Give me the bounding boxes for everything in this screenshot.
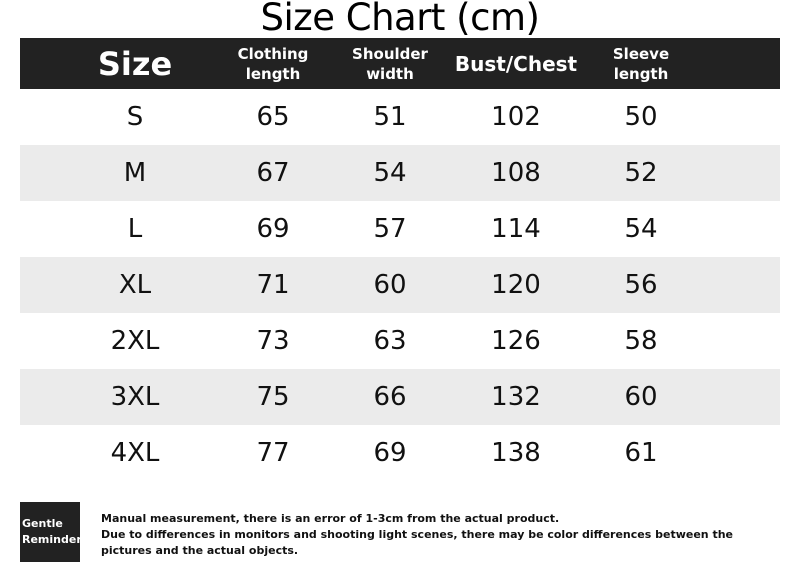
cell-bust-chest: 138 [491, 438, 541, 468]
cell-bust-chest: 126 [491, 326, 541, 356]
cell-shoulder-width: 51 [373, 102, 407, 132]
cell-shoulder-width: 63 [373, 326, 407, 356]
gentle-reminder-label: Gentle Reminder [20, 502, 82, 562]
cell-size: XL [118, 270, 152, 300]
reminder-label-line: Reminder [22, 533, 82, 546]
cell-shoulder-width: 60 [373, 270, 407, 300]
cell-size: S [126, 102, 144, 132]
table-header: Size Clothing length Shoulder width Bust/C… [20, 38, 780, 89]
cell-bust-chest: 102 [491, 102, 541, 132]
reminder-line: pictures and the actual objects. [101, 544, 299, 557]
page-title: Size Chart (cm) [260, 0, 540, 39]
cell-sleeve-length: 61 [624, 438, 658, 468]
cell-bust-chest: 120 [491, 270, 541, 300]
cell-size: L [127, 214, 143, 244]
cell-sleeve-length: 56 [624, 270, 658, 300]
reminder-text: Manual measurement, there is an error of… [101, 511, 741, 559]
header-clothing-length: Clothing length [238, 38, 309, 89]
table-row: XL 71 60 120 56 [20, 257, 780, 313]
cell-shoulder-width: 54 [373, 158, 407, 188]
header-line: Shoulder [352, 44, 428, 63]
table-row: 4XL 77 69 138 61 [20, 425, 780, 481]
cell-clothing-length: 75 [256, 382, 290, 412]
header-sleeve-length: Sleeve length [613, 38, 669, 89]
table-row: L 69 57 114 54 [20, 201, 780, 257]
cell-sleeve-length: 60 [624, 382, 658, 412]
cell-size: 4XL [110, 438, 160, 468]
cell-bust-chest: 132 [491, 382, 541, 412]
cell-sleeve-length: 58 [624, 326, 658, 356]
cell-shoulder-width: 69 [373, 438, 407, 468]
reminder-label-line: Gentle [22, 517, 63, 530]
reminder-line: Due to differences in monitors and shoot… [101, 528, 733, 541]
cell-sleeve-length: 54 [624, 214, 658, 244]
cell-sleeve-length: 52 [624, 158, 658, 188]
cell-shoulder-width: 57 [373, 214, 407, 244]
header-size: Size [97, 44, 173, 83]
header-line: Sleeve [612, 44, 670, 63]
cell-size: 2XL [110, 326, 160, 356]
table-row: M 67 54 108 52 [20, 145, 780, 201]
cell-clothing-length: 67 [256, 158, 290, 188]
cell-clothing-length: 65 [256, 102, 290, 132]
cell-clothing-length: 71 [256, 270, 290, 300]
table-row: S 65 51 102 50 [20, 89, 780, 145]
reminder-line: Manual measurement, there is an error of… [101, 512, 560, 525]
header-line: length [245, 64, 301, 83]
cell-clothing-length: 73 [256, 326, 290, 356]
cell-size: 3XL [110, 382, 160, 412]
cell-bust-chest: 108 [491, 158, 541, 188]
cell-clothing-length: 69 [256, 214, 290, 244]
cell-clothing-length: 77 [256, 438, 290, 468]
table-row: 3XL 75 66 132 60 [20, 369, 780, 425]
table-row: 2XL 73 63 126 58 [20, 313, 780, 369]
cell-bust-chest: 114 [491, 214, 541, 244]
header-line: width [366, 64, 414, 83]
header-line: length [613, 64, 669, 83]
cell-size: M [123, 158, 147, 188]
cell-shoulder-width: 66 [373, 382, 407, 412]
cell-sleeve-length: 50 [624, 102, 658, 132]
header-bust-chest: Bust/Chest [454, 51, 578, 76]
header-line: Clothing [237, 44, 309, 63]
header-shoulder-width: Shoulder width [352, 38, 428, 89]
